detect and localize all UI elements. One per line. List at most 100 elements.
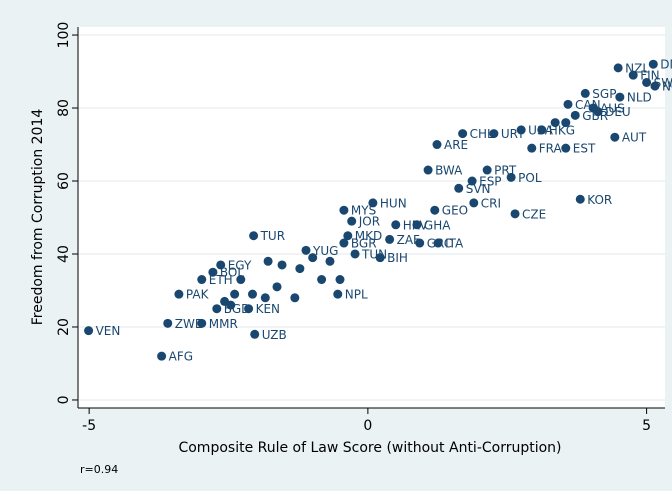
point [295, 264, 305, 274]
y-tick-label: 0 [56, 396, 72, 405]
point [550, 118, 560, 128]
point [510, 209, 520, 219]
point-label: MKD [355, 229, 382, 243]
point-label: BGR [351, 237, 377, 251]
point-label: MYS [351, 204, 376, 218]
point [157, 351, 167, 361]
point-label: ESP [479, 175, 501, 189]
point [335, 275, 345, 285]
point-label: UZB [262, 328, 287, 342]
point [263, 256, 273, 266]
plot-area [78, 27, 665, 408]
point [317, 275, 327, 285]
point [467, 176, 477, 186]
point-label: POL [518, 171, 542, 185]
point-label: DNK [660, 58, 672, 72]
point-label: EGY [228, 258, 252, 272]
point [197, 318, 207, 328]
point-label: BIH [387, 251, 408, 265]
point [391, 220, 401, 230]
point-label: FRA [539, 142, 563, 156]
point [469, 198, 479, 208]
y-tick-label: 20 [56, 318, 72, 336]
point [433, 238, 443, 248]
point [412, 220, 422, 230]
point [610, 132, 620, 142]
point-label: ZWE [175, 317, 203, 331]
point-label: PAK [186, 288, 210, 302]
x-tick-label: 0 [363, 418, 372, 434]
point [561, 118, 571, 128]
point-label: CHL [470, 127, 494, 141]
point [343, 231, 353, 241]
point [423, 165, 433, 175]
point-label: NLD [627, 91, 652, 105]
point-label: VEN [96, 324, 121, 338]
point [570, 110, 580, 120]
point [385, 234, 395, 244]
point [333, 289, 343, 299]
point [301, 245, 311, 255]
point-label: JOR [358, 215, 380, 229]
point [197, 275, 207, 285]
point-label: BWA [435, 164, 463, 178]
point [272, 282, 282, 292]
point-label: URY [501, 127, 525, 141]
point [527, 143, 537, 153]
point [226, 300, 236, 310]
point [260, 293, 270, 303]
y-tick-label: 60 [56, 172, 72, 190]
point-label: ITA [445, 237, 464, 251]
point [415, 238, 425, 248]
point-label: SVN [466, 182, 491, 196]
point-label: ZAF [397, 233, 420, 247]
point-label: EST [573, 142, 596, 156]
point [561, 143, 571, 153]
point [247, 289, 257, 299]
point [580, 88, 590, 98]
point [339, 238, 349, 248]
point-label: HUN [380, 196, 407, 210]
point [249, 231, 259, 241]
point [350, 249, 360, 259]
point [489, 129, 499, 139]
point [163, 318, 173, 328]
point-label: ETH [209, 273, 233, 287]
point [615, 92, 625, 102]
x-tick-label: 5 [642, 418, 651, 434]
y-tick-label: 80 [56, 99, 72, 117]
point [563, 99, 573, 109]
y-tick-label: 100 [56, 22, 72, 49]
point-label: KEN [256, 302, 280, 316]
point [516, 125, 526, 135]
point [537, 125, 547, 135]
point [593, 107, 603, 117]
point [430, 205, 440, 215]
note: r=0.94 [80, 463, 118, 476]
point [482, 165, 492, 175]
point [216, 260, 226, 270]
point [230, 289, 240, 299]
point-label: KOR [587, 193, 612, 207]
point-label: CZE [522, 207, 546, 221]
x-tick-label: -5 [82, 418, 96, 434]
point-label: NOR [662, 80, 672, 94]
point [325, 256, 335, 266]
y-axis-label: Freedom from Corruption 2014 [30, 109, 46, 326]
point [648, 59, 658, 69]
point-label: GEO [442, 204, 468, 218]
point-label: AFG [169, 350, 193, 364]
point [375, 253, 385, 263]
point-label: YUG [312, 244, 338, 258]
point [347, 216, 357, 226]
point-label: TUR [260, 229, 285, 243]
point-label: GHA [424, 218, 451, 232]
point-label: SGP [592, 87, 616, 101]
point [575, 194, 585, 204]
point [458, 129, 468, 139]
point [244, 304, 254, 314]
point [308, 253, 318, 263]
point-label: MMR [209, 317, 238, 331]
x-axis-label: Composite Rule of Law Score (without Ant… [178, 440, 561, 456]
